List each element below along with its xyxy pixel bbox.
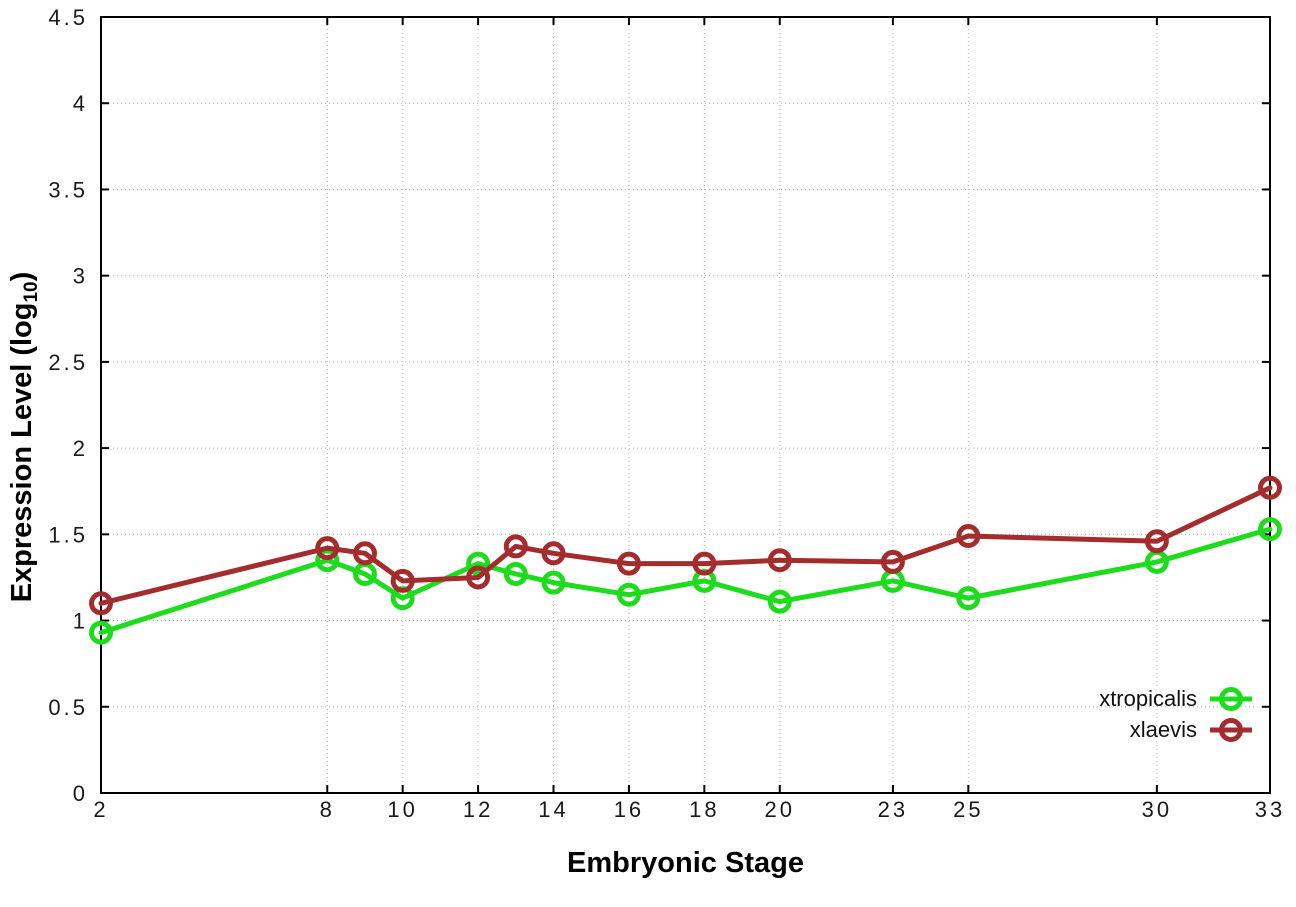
x-tick-label: 10 — [387, 797, 417, 822]
data-point-xlaevis — [466, 565, 491, 590]
legend-key-xlaevis-icon — [1210, 717, 1252, 742]
data-point-xlaevis — [1144, 529, 1169, 554]
x-tick-label: 12 — [463, 797, 493, 822]
x-tick-label: 14 — [538, 797, 568, 822]
y-tick-label: 4 — [73, 91, 88, 116]
y-axis-title-suffix: ) — [6, 271, 38, 282]
x-tick-label: 2 — [93, 797, 108, 822]
x-tick-label: 33 — [1255, 797, 1285, 822]
x-tick-label: 30 — [1142, 797, 1172, 822]
data-point-xlaevis — [390, 568, 415, 593]
series-line-xtropicalis — [98, 526, 1273, 636]
y-tick-label: 1.5 — [48, 522, 88, 547]
data-point-xlaevis — [1258, 475, 1282, 500]
data-point-xtropicalis — [956, 586, 981, 611]
data-point-xtropicalis — [1258, 517, 1282, 542]
x-tick-label: 18 — [689, 797, 719, 822]
legend-item-xlaevis: xlaevis — [1099, 715, 1253, 744]
data-point-xlaevis — [767, 548, 792, 573]
data-point-xlaevis — [89, 591, 113, 616]
data-point-xlaevis — [616, 551, 641, 576]
y-tick-label: 2.5 — [48, 350, 88, 375]
data-point-xlaevis — [315, 536, 340, 561]
y-tick-label: 3.5 — [48, 177, 88, 202]
x-tick-label: 23 — [878, 797, 908, 822]
data-point-xtropicalis — [767, 589, 792, 614]
data-point-xtropicalis — [503, 561, 528, 586]
legend-label-xlaevis: xlaevis — [1129, 716, 1197, 742]
x-tick-label: 16 — [614, 797, 644, 822]
y-tick-label: 4.5 — [48, 5, 88, 30]
data-point-xtropicalis — [541, 570, 566, 595]
x-axis-title: Embryonic Stage — [567, 847, 804, 879]
plot-border — [100, 16, 1271, 794]
data-point-xlaevis — [956, 524, 981, 549]
data-point-xlaevis — [352, 541, 377, 566]
y-tick-label: 2 — [73, 436, 88, 461]
data-point-xlaevis — [692, 551, 717, 576]
data-point-xtropicalis — [616, 582, 641, 607]
y-tick-label: 0 — [73, 781, 88, 806]
legend-key-xtropicalis-icon — [1210, 686, 1252, 711]
x-tick-label: 8 — [320, 797, 335, 822]
data-point-xlaevis — [880, 549, 905, 574]
y-axis-title-text: Expression Level (log — [6, 302, 38, 603]
data-point-xlaevis — [541, 541, 566, 566]
legend: xtropicalis xlaevis — [1099, 684, 1253, 744]
data-point-xtropicalis — [89, 620, 113, 645]
y-axis-title-subscript: 10 — [21, 281, 42, 303]
data-point-xtropicalis — [466, 551, 491, 576]
x-tick-label: 25 — [953, 797, 983, 822]
x-tick-label: 20 — [765, 797, 795, 822]
y-axis-title: Expression Level (log10) — [6, 187, 46, 687]
y-tick-label: 1 — [73, 609, 88, 634]
y-tick-label: 0.5 — [48, 695, 88, 720]
legend-item-xtropicalis: xtropicalis — [1099, 684, 1253, 713]
data-point-xlaevis — [503, 534, 528, 559]
y-tick-label: 3 — [73, 264, 88, 289]
legend-label-xtropicalis: xtropicalis — [1099, 685, 1197, 711]
